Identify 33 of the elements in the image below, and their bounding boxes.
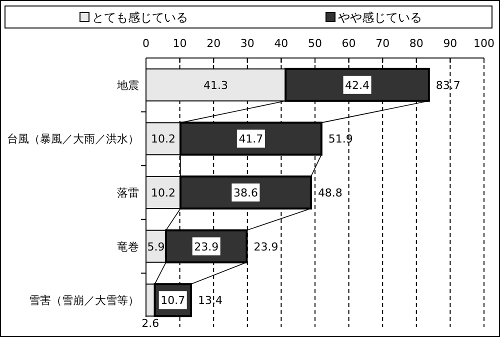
annotation: 13.4 xyxy=(198,294,222,308)
annotation: 83.7 xyxy=(436,78,460,92)
data-label: 23.9 xyxy=(194,240,219,254)
x-tick-label: 60 xyxy=(342,37,356,50)
x-tick-label: 0 xyxy=(142,37,150,50)
annotation: 23.9 xyxy=(254,240,278,254)
data-label: 10.2 xyxy=(150,132,176,146)
data-label: 10.2 xyxy=(150,186,176,200)
x-tick-label: 90 xyxy=(443,37,458,50)
x-tick-label: 10 xyxy=(172,37,187,50)
data-label: 41.3 xyxy=(204,78,228,92)
data-label: 10.7 xyxy=(160,294,186,308)
legend-label: とても感じている xyxy=(92,10,188,24)
data-label: 41.7 xyxy=(238,132,264,146)
annotation: 51.9 xyxy=(328,132,353,146)
data-label: 38.6 xyxy=(233,186,258,200)
y-tick-label: 雪害（雪崩／大雪等） xyxy=(29,294,139,308)
annotation: 48.8 xyxy=(318,186,342,200)
y-tick-label: 竜巻 xyxy=(117,240,139,254)
data-label: 5.9 xyxy=(147,240,165,254)
data-label: 2.6 xyxy=(142,317,160,330)
y-tick-label: 台風（暴風／大雨／洪水） xyxy=(7,132,139,146)
data-label: 42.4 xyxy=(345,78,370,92)
x-tick-label: 100 xyxy=(474,37,494,50)
y-tick-label: 地震 xyxy=(116,78,139,92)
legend-label: やや感じている xyxy=(338,10,422,24)
x-tick-label: 20 xyxy=(206,37,221,50)
x-tick-label: 80 xyxy=(409,37,424,50)
x-tick-label: 50 xyxy=(308,37,322,50)
x-tick-label: 70 xyxy=(376,37,390,50)
x-tick-label: 30 xyxy=(240,37,254,50)
y-tick-label: 落雷 xyxy=(117,186,139,200)
x-tick-label: 40 xyxy=(274,37,288,50)
